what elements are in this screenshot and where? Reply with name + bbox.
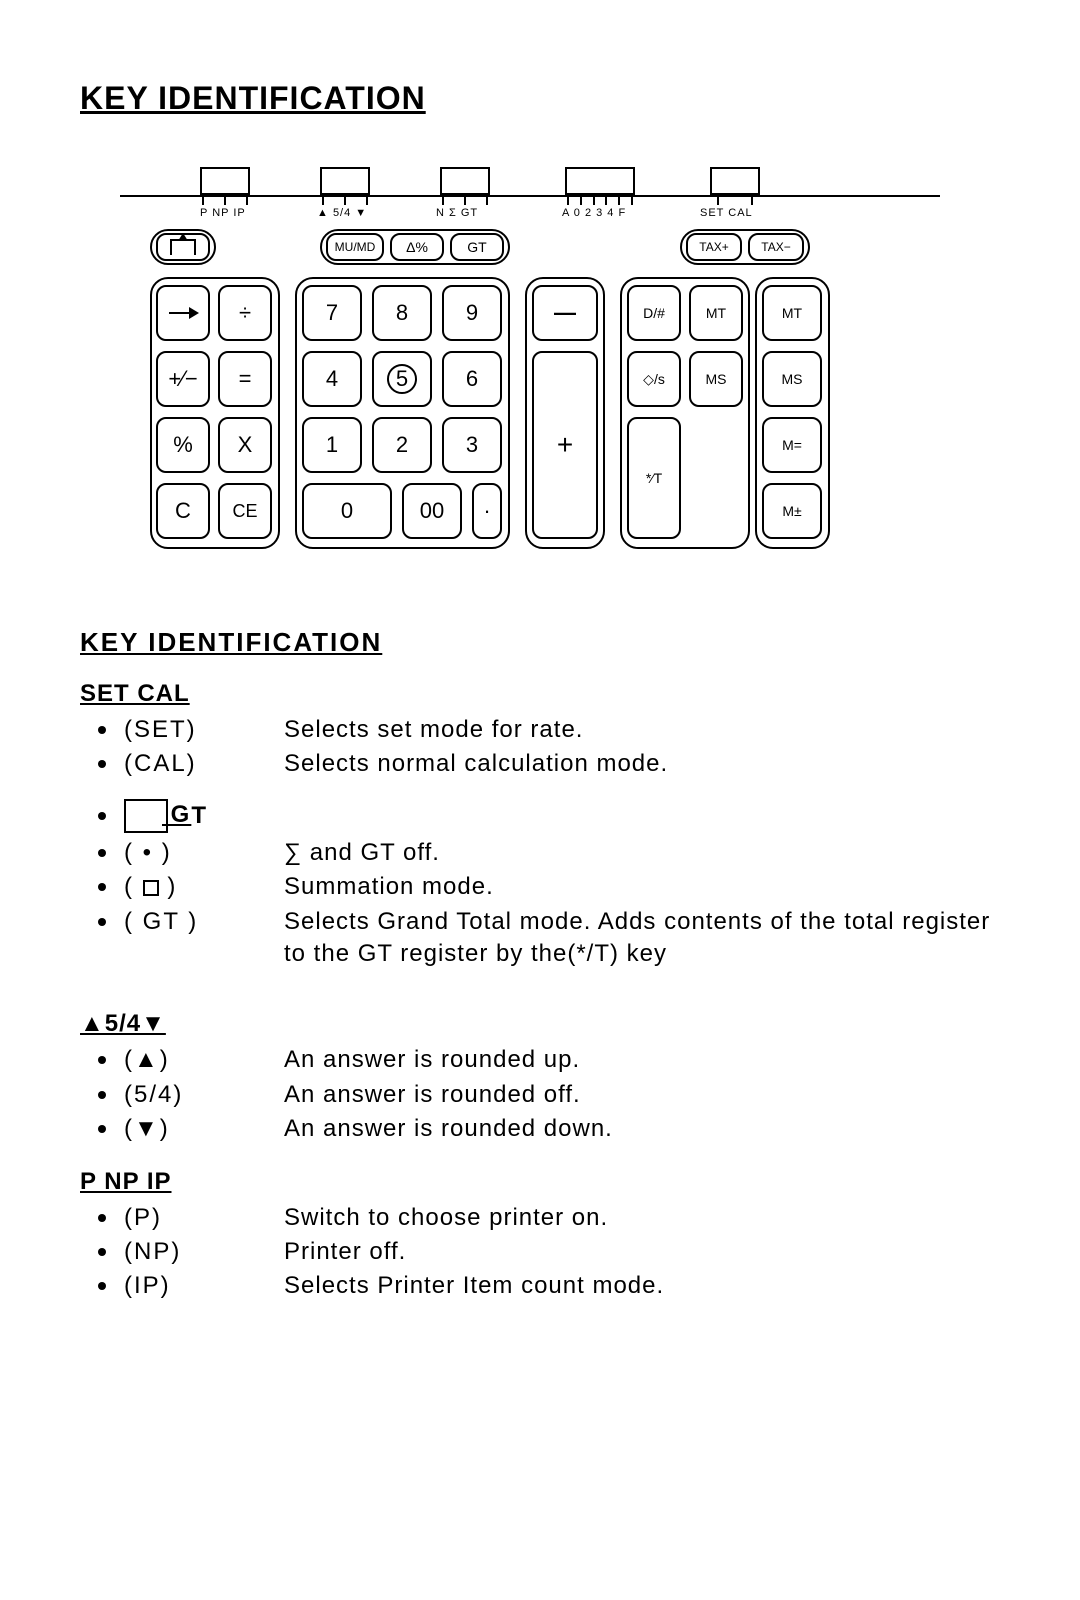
subheading-sigma-gt: GT — [98, 799, 1010, 833]
key-mumd: MU/MD — [326, 233, 384, 261]
key-6: 6 — [442, 351, 502, 407]
item-cal: (CAL)Selects normal calculation mode. — [98, 748, 1010, 780]
key-dhash: D/# — [627, 285, 681, 341]
item-printer-on: (P)Switch to choose printer on. — [98, 1202, 1010, 1234]
key-mt2: MT — [762, 285, 822, 341]
keypad-diagram: P NP IP ▲ 5/4 ▼ N Σ GT A 0 2 3 4 F SET C… — [120, 167, 1010, 557]
switch-setcal — [710, 167, 760, 195]
switch-pnpip-label: P NP IP — [200, 207, 246, 219]
subheading-setcal: SET CAL — [80, 680, 1010, 708]
item-sigma-off: ( • )∑ and GT off. — [98, 837, 1010, 869]
key-mt: MT — [689, 285, 743, 341]
key-9: 9 — [442, 285, 502, 341]
key-feed — [156, 233, 210, 261]
item-round-off: (5/4)An answer is rounded off. — [98, 1079, 1010, 1111]
key-ce: CE — [218, 483, 272, 539]
key-multiply: X — [218, 417, 272, 473]
key-4: 4 — [302, 351, 362, 407]
key-tax-plus: TAX+ — [686, 233, 742, 261]
key-3: 3 — [442, 417, 502, 473]
key-plus: + — [532, 351, 598, 539]
key-1: 1 — [302, 417, 362, 473]
key-dot: · — [472, 483, 502, 539]
key-gt: GT — [450, 233, 504, 261]
item-summation: ( )Summation mode. — [98, 871, 1010, 903]
key-equals: = — [218, 351, 272, 407]
page-title: KEY IDENTIFICATION — [80, 80, 1010, 117]
key-0: 0 — [302, 483, 392, 539]
key-mpm: M± — [762, 483, 822, 539]
item-round-down: (▼)An answer is rounded down. — [98, 1113, 1010, 1145]
key-5: 5 — [372, 351, 432, 407]
item-set: (SET)Selects set mode for rate. — [98, 714, 1010, 746]
key-7: 7 — [302, 285, 362, 341]
key-percent: % — [156, 417, 210, 473]
item-gt-mode: ( GT )Selects Grand Total mode. Adds con… — [98, 906, 1010, 971]
key-divide: ÷ — [218, 285, 272, 341]
key-00: 00 — [402, 483, 462, 539]
subheading-round: ▲5/4▼ — [80, 1010, 1010, 1038]
key-8: 8 — [372, 285, 432, 341]
key-tax-minus: TAX− — [748, 233, 804, 261]
switch-setcal-label: SET CAL — [700, 207, 753, 219]
key-ms: MS — [689, 351, 743, 407]
item-printer-off: (NP)Printer off. — [98, 1236, 1010, 1268]
key-2: 2 — [372, 417, 432, 473]
key-diamond-s: ◇/s — [627, 351, 681, 407]
item-round-up: (▲)An answer is rounded up. — [98, 1044, 1010, 1076]
key-meq: M= — [762, 417, 822, 473]
page: KEY IDENTIFICATION P NP IP ▲ 5/4 ▼ N Σ G… — [0, 0, 1080, 1365]
switch-decimal-label: A 0 2 3 4 F — [562, 207, 626, 219]
key-minus: — — [532, 285, 598, 341]
key-delta-pct: Δ% — [390, 233, 444, 261]
key-clear: C — [156, 483, 210, 539]
key-right-arrow — [156, 285, 210, 341]
key-ms2: MS — [762, 351, 822, 407]
section-heading-keyid: KEY IDENTIFICATION — [80, 627, 1010, 658]
key-plusminus: +⁄− — [156, 351, 210, 407]
key-star-t: *⁄T — [627, 417, 681, 539]
switch-nsgt-label: N Σ GT — [436, 207, 478, 219]
subheading-pnpip: P NP IP — [80, 1168, 1010, 1196]
switch-round — [320, 167, 370, 195]
switch-decimal — [565, 167, 635, 195]
switch-round-label: ▲ 5/4 ▼ — [317, 207, 367, 219]
switch-nsgt — [440, 167, 490, 195]
item-printer-item: (IP)Selects Printer Item count mode. — [98, 1270, 1010, 1302]
switch-pnpip — [200, 167, 250, 195]
